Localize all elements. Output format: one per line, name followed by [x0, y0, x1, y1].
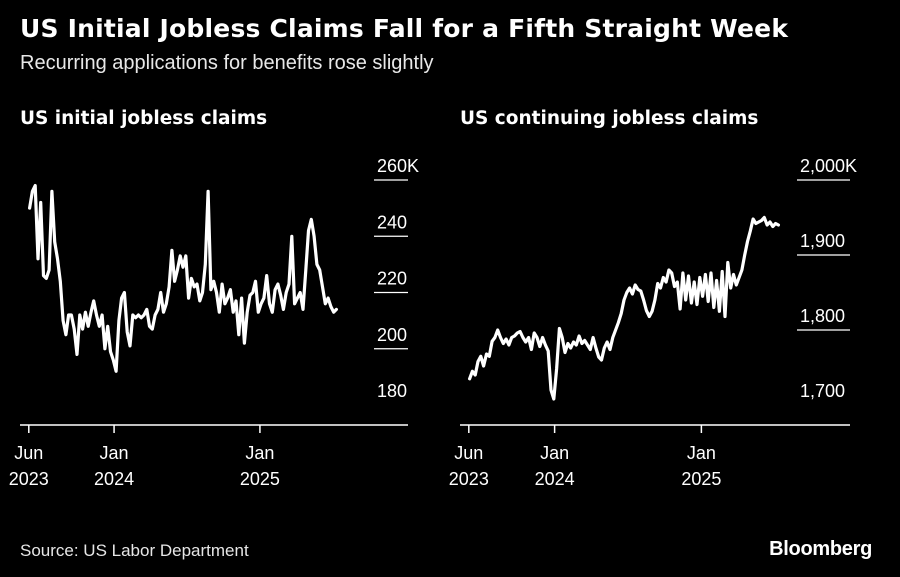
initial-y-tick-label: 240 [377, 212, 407, 232]
continuing-y-tick-label: 1,800 [800, 306, 845, 326]
initial-x-tick-label-month: Jan [245, 443, 274, 463]
continuing-x-tick-label-year: 2024 [535, 469, 575, 489]
continuing-y-tick-label: 1,700 [800, 381, 845, 401]
continuing-x-tick-label-month: Jan [687, 443, 716, 463]
continuing-claims-panel-title: US continuing jobless claims [460, 108, 759, 129]
continuing-claims-line [468, 215, 781, 401]
chart-subtitle: Recurring applications for benefits rose… [20, 52, 434, 74]
initial-claims-line [28, 184, 338, 373]
initial-x-tick-label-month: Jan [100, 443, 129, 463]
initial-claims-panel-title: US initial jobless claims [20, 108, 268, 129]
continuing-x-tick-label-month: Jun [454, 443, 483, 463]
initial-x-tick-label-year: 2023 [9, 469, 49, 489]
continuing-y-tick-label: 1,900 [800, 231, 845, 251]
initial-y-tick-label: 260K [377, 156, 419, 176]
continuing-x-tick-label-year: 2023 [449, 469, 489, 489]
bloomberg-logo: Bloomberg [769, 538, 872, 560]
continuing-x-tick-label-month: Jan [540, 443, 569, 463]
continuing-x-tick-label-year: 2025 [681, 469, 721, 489]
initial-y-tick-label: 180 [377, 381, 407, 401]
source-note: Source: US Labor Department [20, 541, 249, 560]
initial-x-tick-label-month: Jun [14, 443, 43, 463]
chart-title: US Initial Jobless Claims Fall for a Fif… [20, 14, 789, 43]
initial-x-tick-label-year: 2024 [94, 469, 134, 489]
initial-x-tick-label-year: 2025 [240, 469, 280, 489]
continuing-y-tick-label: 2,000K [800, 156, 857, 176]
initial-y-tick-label: 220 [377, 269, 407, 289]
initial-claims-chart: 260K 240 220 200 180 Jun 2023 Jan 2024 Jan 2025 [9, 156, 419, 489]
initial-y-tick-label: 200 [377, 325, 407, 345]
continuing-claims-chart: 2,000K 1,900 1,800 1,700 Jun 2023 Jan 2024 Jan 20… [449, 156, 857, 489]
